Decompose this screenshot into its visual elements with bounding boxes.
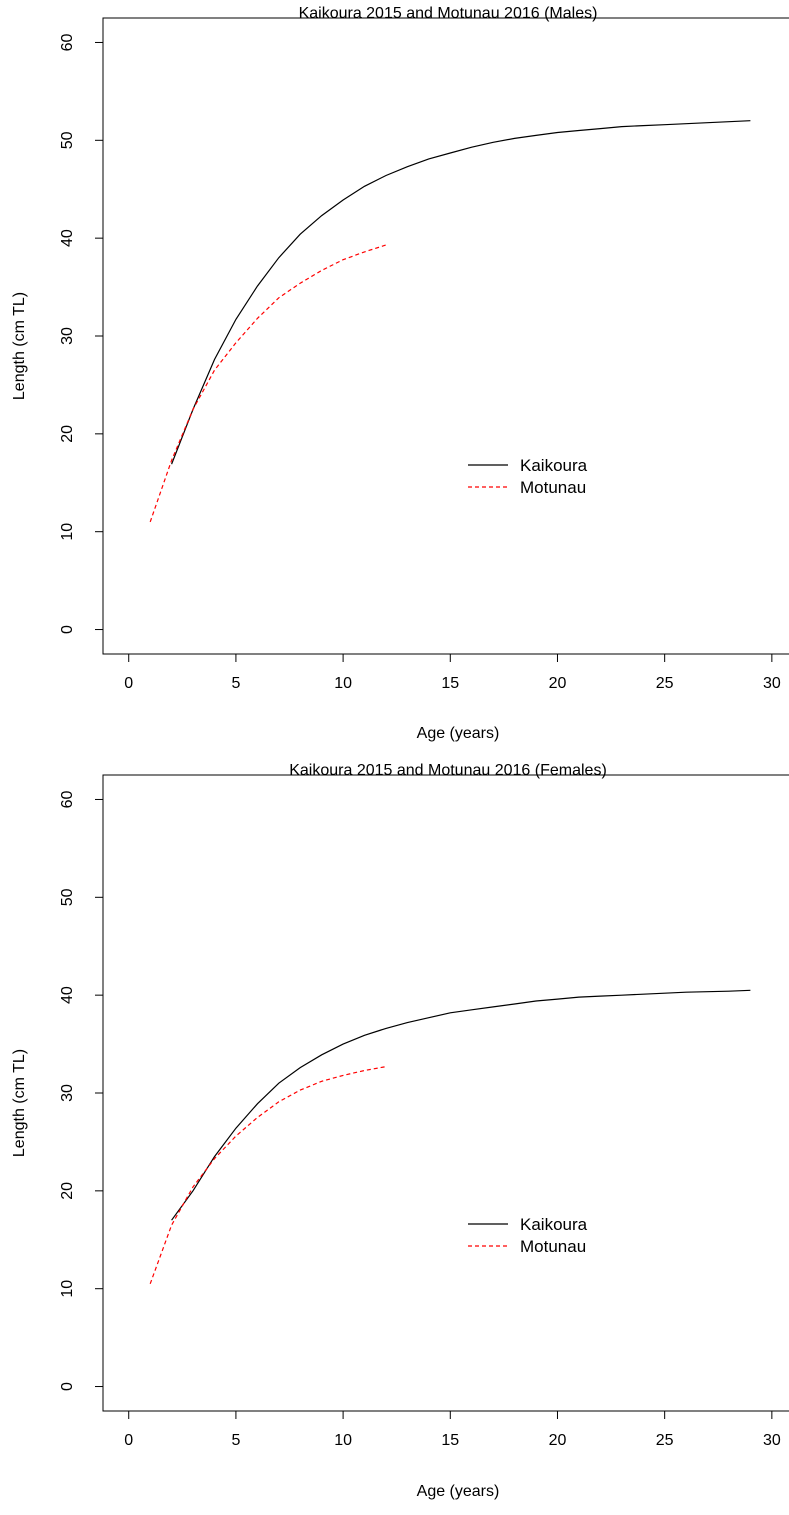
chart2-y-tick-label: 30 bbox=[59, 1084, 76, 1102]
chart2-x-tick-label: 20 bbox=[549, 1432, 567, 1449]
chart1-x-tick-label: 0 bbox=[124, 675, 133, 692]
chart2-y-tick-label: 60 bbox=[59, 790, 76, 808]
chart1-plot-frame bbox=[102, 17, 789, 655]
chart1-y-tick-label: 10 bbox=[59, 523, 76, 541]
chart2-y-tick-label: 20 bbox=[59, 1182, 76, 1200]
chart1-title: Kaikoura 2015 and Motunau 2016 (Males) bbox=[299, 5, 598, 22]
chart2-x-tick-label: 25 bbox=[656, 1432, 674, 1449]
chart1-y-tick-label: 50 bbox=[59, 131, 76, 149]
chart1-series-kaikoura-line bbox=[171, 120, 751, 465]
chart1-x-axis-title: Age (years) bbox=[417, 725, 500, 742]
chart2-x-tick-label: 5 bbox=[231, 1432, 240, 1449]
chart2-x-axis-title: Age (years) bbox=[417, 1483, 500, 1500]
chart2-series-motunau-line bbox=[149, 1066, 387, 1285]
chart1-x-tick-label: 20 bbox=[549, 675, 567, 692]
chart1-y-axis-title: Length (cm TL) bbox=[11, 292, 28, 400]
chart1-x-tick-label: 15 bbox=[441, 675, 459, 692]
chart2-x-tick-label: 0 bbox=[124, 1432, 133, 1449]
chart2-y-axis-title: Length (cm TL) bbox=[11, 1049, 28, 1157]
chart1-x-tick-label: 25 bbox=[656, 675, 674, 692]
chart2-y-tick-label: 40 bbox=[59, 986, 76, 1004]
chart1-x-tick-label: 5 bbox=[231, 675, 240, 692]
chart2-y-tick-label: 50 bbox=[59, 888, 76, 906]
chart1-x-tick-label: 30 bbox=[763, 675, 781, 692]
chart2-y-tick-label: 0 bbox=[59, 1382, 76, 1391]
chart1-legend-label-motunau: Motunau bbox=[520, 478, 586, 497]
chart1-y-tick-label: 40 bbox=[59, 229, 76, 247]
chart2-series-kaikoura-line bbox=[171, 989, 751, 1221]
chart2-title: Kaikoura 2015 and Motunau 2016 (Females) bbox=[289, 762, 607, 779]
chart2-y-tick-label: 10 bbox=[59, 1280, 76, 1298]
chart1-x-tick-label: 10 bbox=[334, 675, 352, 692]
chart1-y-tick-label: 30 bbox=[59, 327, 76, 345]
chart2-legend-label-kaikoura: Kaikoura bbox=[520, 1215, 588, 1234]
chart1-series-motunau-line bbox=[149, 244, 387, 523]
chart2-x-tick-label: 30 bbox=[763, 1432, 781, 1449]
chart2-x-tick-label: 15 bbox=[441, 1432, 459, 1449]
chart2-plot-frame bbox=[102, 774, 789, 1412]
chart1-y-tick-label: 60 bbox=[59, 33, 76, 51]
chart1-y-tick-label: 0 bbox=[59, 625, 76, 634]
chart1-y-tick-label: 20 bbox=[59, 425, 76, 443]
chart2-x-tick-label: 10 bbox=[334, 1432, 352, 1449]
chart1-legend-label-kaikoura: Kaikoura bbox=[520, 456, 588, 475]
chart2-legend-label-motunau: Motunau bbox=[520, 1237, 586, 1256]
